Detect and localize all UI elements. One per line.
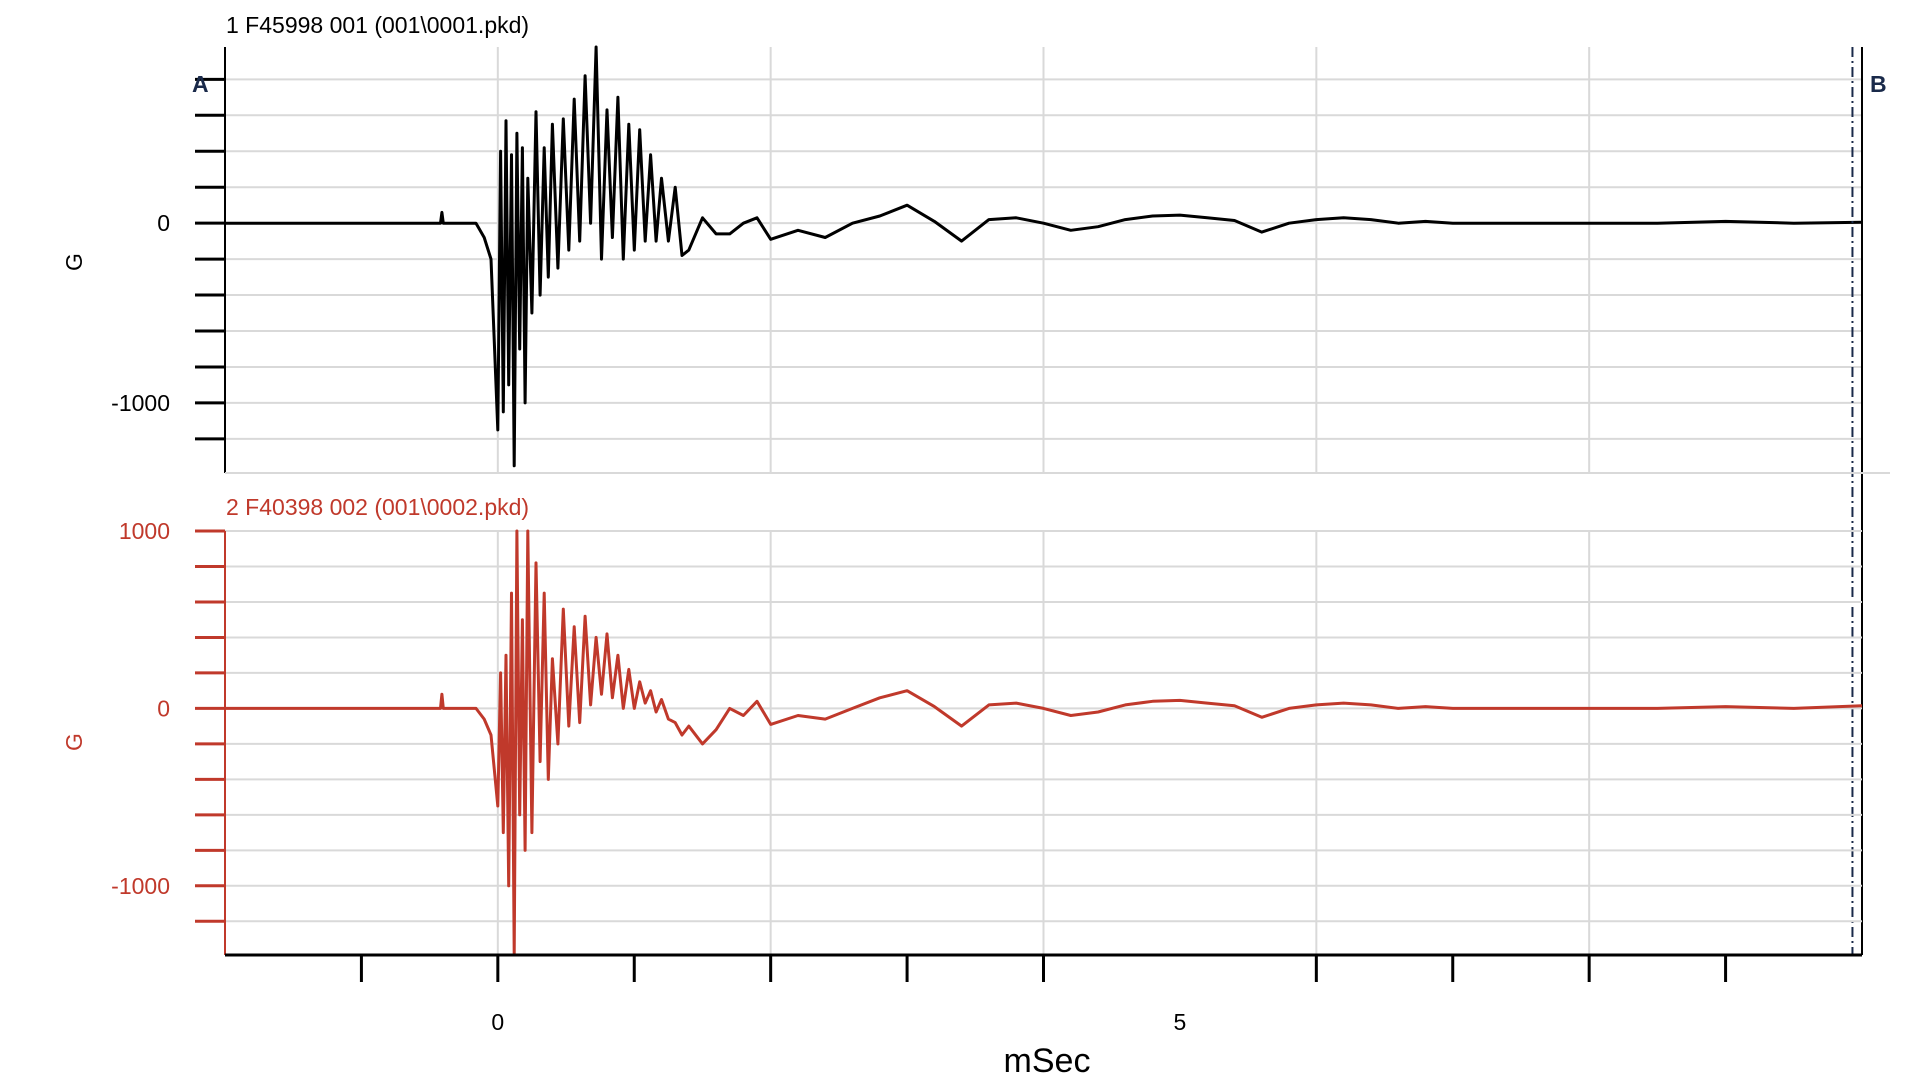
trace-title-bottom: 2 F40398 002 (001\0002.pkd)	[226, 494, 529, 520]
panel-top: 0 -1000 G 1 F45998 001 (001\0001.pkd) A B	[61, 12, 1890, 955]
panel-bottom: 1000 0 -1000 G 2 F40398 002 (001\0002.pkd)	[61, 494, 1863, 957]
cursor-b-label: B	[1870, 71, 1887, 97]
y-tick-label-top: -1000	[111, 390, 170, 416]
series-line-bottom	[225, 529, 1863, 957]
y-axis-title-bottom: G	[61, 733, 87, 751]
x-axis-title: mSec	[1004, 1042, 1091, 1080]
cursor-a-label: A	[192, 71, 209, 97]
x-tick-label: 0	[491, 1009, 504, 1035]
series-line-top	[225, 45, 1863, 468]
y-axis-title-top: G	[61, 253, 87, 271]
y-tick-label-bottom: -1000	[111, 873, 170, 899]
y-tick-label-top: 0	[157, 210, 170, 236]
y-tick-label-bottom: 1000	[119, 518, 170, 544]
x-tick-label: 5	[1174, 1009, 1187, 1035]
trace-title-top: 1 F45998 001 (001\0001.pkd)	[226, 12, 529, 38]
y-tick-label-bottom: 0	[157, 695, 170, 721]
